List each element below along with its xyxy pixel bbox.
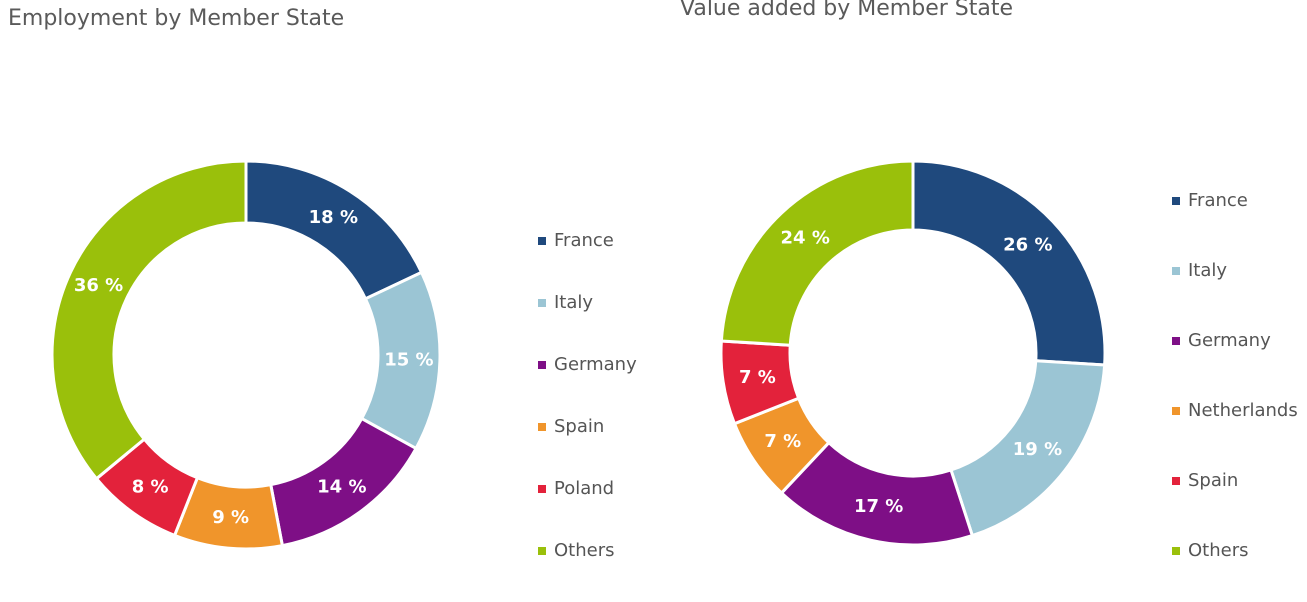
legend-item-italy: Italy [1172,260,1227,281]
legend-item-germany: Germany [538,354,637,375]
legend-item-spain: Spain [1172,470,1238,491]
legend-label: Germany [554,354,637,375]
legend-label: Netherlands [1188,400,1298,421]
legend-swatch [1172,546,1180,555]
employment-legend: France Italy Germany Spain Poland Others [538,230,658,570]
legend-swatch [1172,196,1180,205]
legend-item-others: Others [1172,540,1249,561]
legend-label: Spain [554,416,605,437]
legend-label: Italy [1188,260,1228,281]
slice-label-france: 26 % [1003,235,1052,256]
legend-swatch [1172,266,1180,275]
legend-label: France [1188,190,1248,211]
legend-swatch [1172,476,1180,485]
legend-item-poland: Poland [538,478,614,499]
legend-item-others: Others [538,540,615,561]
chart-title-employment: Employment by Member State [8,6,345,31]
legend-label: Germany [1188,330,1271,351]
slice-label-spain: 7 % [739,367,776,388]
slice-label-italy: 15 % [384,350,433,371]
donut-slice-france [911,159,1107,367]
legend-label: Others [554,540,615,561]
legend-label: Italy [554,292,594,313]
legend-swatch [538,546,546,555]
slice-label-netherlands: 7 % [764,431,801,452]
chart-title-value-added: Value added by Member State [680,0,1014,21]
legend-item-italy: Italy [538,292,593,313]
legend-label: Spain [1188,470,1239,491]
value-added-donut-chart: 26 % 19 % 17 % 7 % 7 % 24 % [719,159,1107,547]
value-added-legend: France Italy Germany Netherlands Spain Others [1172,190,1307,570]
donut-slice-france [244,159,424,301]
legend-item-france: France [1172,190,1248,211]
slice-label-spain: 9 % [212,507,249,528]
legend-swatch [538,484,546,493]
donut-slice-others [719,159,915,347]
legend-item-netherlands: Netherlands [1172,400,1298,421]
donut-slice-others [50,159,248,481]
slice-label-germany: 17 % [854,496,903,517]
legend-label: France [554,230,614,251]
legend-item-germany: Germany [1172,330,1271,351]
legend-swatch [538,236,546,245]
employment-donut-chart: 18 % 15 % 14 % 9 % 8 % 36 % [50,159,442,551]
slice-label-france: 18 % [309,207,358,228]
legend-swatch [1172,336,1180,345]
legend-item-france: France [538,230,614,251]
legend-item-spain: Spain [538,416,604,437]
slice-label-italy: 19 % [1013,439,1062,460]
slice-label-others: 24 % [781,228,830,249]
slice-label-germany: 14 % [317,476,366,497]
legend-label: Poland [554,478,615,499]
slice-label-poland: 8 % [132,476,169,497]
legend-swatch [1172,406,1180,415]
legend-label: Others [1188,540,1249,561]
legend-swatch [538,422,546,431]
slice-label-others: 36 % [74,275,123,296]
legend-swatch [538,360,546,369]
legend-swatch [538,298,546,307]
